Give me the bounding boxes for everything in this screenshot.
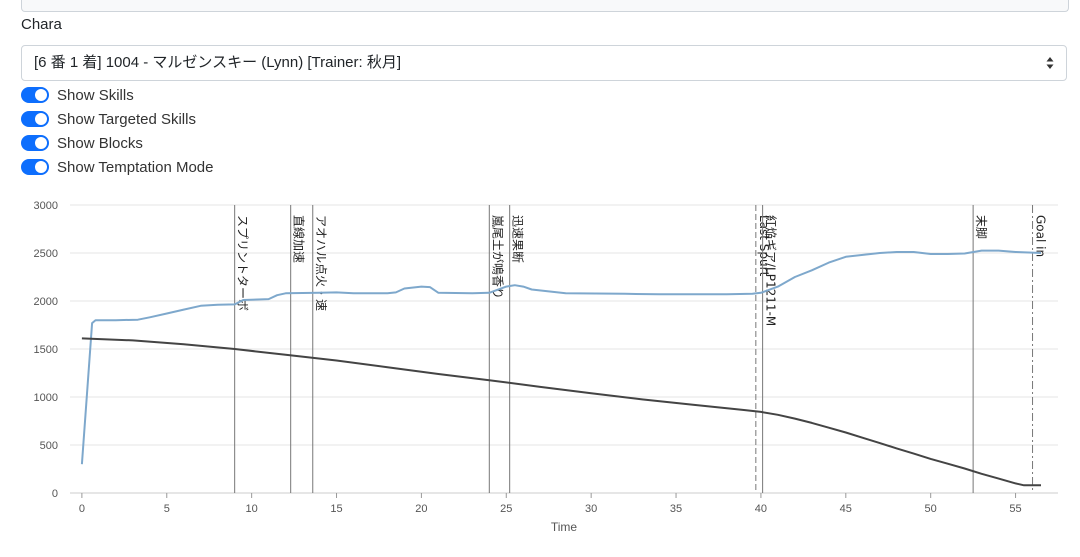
- x-tick-label: 25: [500, 503, 512, 515]
- toggle-show-temptation-mode[interactable]: Show Temptation Mode: [21, 157, 213, 177]
- chara-select[interactable]: [6 番 1 着] 1004 - マルゼンスキー (Lynn) [Trainer…: [21, 45, 1067, 81]
- toggle-label: Show Skills: [57, 86, 134, 104]
- x-tick-label: 20: [415, 503, 427, 515]
- y-tick-label: 1000: [34, 392, 58, 404]
- skill-marker-label: 末脚: [974, 215, 989, 239]
- y-tick-label: 2000: [34, 296, 58, 308]
- series-line: [80, 249, 1042, 465]
- x-tick-label: 5: [164, 503, 170, 515]
- toggle-label: Show Targeted Skills: [57, 110, 196, 128]
- x-tick-label: 30: [585, 503, 597, 515]
- x-tick-label: 10: [246, 503, 258, 515]
- x-axis-label: Time: [551, 520, 578, 534]
- switch-icon[interactable]: [21, 87, 49, 103]
- x-tick-label: 35: [670, 503, 682, 515]
- switch-icon[interactable]: [21, 159, 49, 175]
- toggle-label: Show Temptation Mode: [57, 158, 214, 176]
- previous-field-edge: [21, 0, 1069, 12]
- series-line: [81, 337, 1041, 487]
- x-tick-label: 15: [330, 503, 342, 515]
- switch-icon[interactable]: [21, 111, 49, 127]
- x-tick-label: 50: [925, 503, 937, 515]
- toggle-show-blocks[interactable]: Show Blocks: [21, 133, 143, 153]
- skill-marker-label: Last Spurt: [757, 215, 771, 277]
- y-tick-label: 0: [52, 488, 58, 500]
- y-tick-label: 1500: [34, 344, 58, 356]
- toggle-label: Show Blocks: [57, 134, 143, 152]
- skill-marker-label: スプリントターボ: [236, 215, 250, 311]
- x-tick-label: 40: [755, 503, 767, 515]
- select-arrows-icon: [1045, 46, 1055, 95]
- y-tick-label: 2500: [34, 248, 58, 260]
- x-tick-label: 55: [1009, 503, 1021, 515]
- toggle-show-skills[interactable]: Show Skills: [21, 85, 134, 105]
- y-tick-label: 3000: [34, 200, 58, 212]
- skill-marker-label: 直線加速: [292, 215, 307, 263]
- skill-marker-label: 迅速果断: [511, 215, 526, 263]
- skill-marker-label: アオハル点火・速: [314, 215, 328, 311]
- skill-marker-label: 嵐尾土が鳴香り: [490, 215, 505, 299]
- race-chart: 0 500 1000 1500 2000 2500 3000 0 5 10 15 20 25 30 35 40…: [34, 200, 1058, 534]
- chara-select-value: [6 番 1 着] 1004 - マルゼンスキー (Lynn) [Trainer…: [34, 54, 402, 71]
- x-tick-label: 45: [840, 503, 852, 515]
- x-tick-label: 0: [79, 503, 85, 515]
- switch-icon[interactable]: [21, 135, 49, 151]
- toggle-show-targeted-skills[interactable]: Show Targeted Skills: [21, 109, 196, 129]
- chara-label: Chara: [21, 16, 62, 33]
- skill-marker-label: Goal in: [1034, 215, 1048, 257]
- y-tick-label: 500: [40, 440, 58, 452]
- skill-marker-label: 紅焔ギア/LP1211-M: [764, 215, 778, 326]
